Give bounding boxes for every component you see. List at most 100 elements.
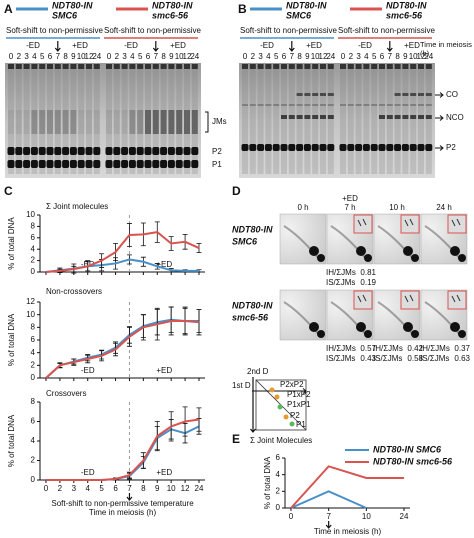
band bbox=[264, 144, 272, 151]
diagram-spot bbox=[283, 414, 289, 420]
lane-label: 4 bbox=[266, 52, 271, 61]
lane-label: 2 bbox=[251, 52, 256, 61]
lane-label: 4 bbox=[130, 52, 135, 61]
chart-title: Crossovers bbox=[46, 389, 86, 398]
series-line bbox=[45, 231, 200, 273]
arrow bbox=[54, 41, 61, 52]
band bbox=[54, 147, 62, 155]
band bbox=[249, 144, 257, 151]
band bbox=[409, 144, 417, 151]
ih-value: 0.57 bbox=[360, 344, 376, 353]
y-tick-label: 0 bbox=[276, 503, 281, 512]
lane-label: 0 bbox=[107, 52, 112, 61]
well bbox=[347, 64, 354, 69]
well bbox=[160, 64, 167, 69]
lane-label: 5 bbox=[372, 52, 377, 61]
band bbox=[15, 160, 23, 168]
treatment-label: +ED bbox=[170, 41, 186, 50]
band bbox=[69, 147, 77, 155]
arc bbox=[424, 225, 462, 261]
well bbox=[402, 64, 409, 69]
annotation: +ED bbox=[156, 468, 172, 477]
band-label: P1 bbox=[212, 160, 222, 169]
is-value: 0.58 bbox=[407, 354, 423, 363]
lane bbox=[62, 64, 69, 174]
well bbox=[379, 64, 385, 69]
y-tick-label: 8 bbox=[31, 322, 36, 331]
band bbox=[85, 160, 93, 168]
band bbox=[304, 115, 311, 119]
lane bbox=[54, 64, 61, 174]
lane-label: 8 bbox=[395, 52, 400, 61]
band bbox=[347, 144, 355, 151]
lane-label: 3 bbox=[356, 52, 361, 61]
well bbox=[93, 64, 100, 69]
column-label: 24 h bbox=[436, 203, 452, 212]
axis-name: 2nd D bbox=[247, 367, 269, 376]
band bbox=[242, 104, 248, 106]
band bbox=[281, 115, 287, 119]
well bbox=[312, 64, 319, 69]
lane bbox=[340, 64, 346, 174]
lane-label: 7 bbox=[290, 52, 295, 61]
band bbox=[23, 160, 31, 168]
band bbox=[46, 147, 54, 155]
lane-label: 9 bbox=[71, 52, 76, 61]
y-axis-label: % of total DNA bbox=[7, 414, 16, 467]
spot bbox=[458, 330, 466, 338]
band bbox=[152, 160, 160, 168]
lane bbox=[249, 64, 256, 174]
lane-label: 8 bbox=[63, 52, 68, 61]
lane bbox=[355, 64, 362, 174]
spot bbox=[356, 246, 366, 256]
lane-label: 10 bbox=[311, 52, 320, 61]
jm-smear bbox=[39, 110, 46, 134]
band bbox=[371, 104, 378, 106]
lane-label: 9 bbox=[305, 52, 310, 61]
ih-value: 0.81 bbox=[360, 268, 376, 277]
well bbox=[176, 64, 183, 69]
band bbox=[167, 147, 175, 155]
is-label: IS/ΣJMs bbox=[326, 354, 355, 363]
row-label: NDT80-IN bbox=[232, 224, 273, 234]
lane-label: 9 bbox=[403, 52, 408, 61]
arc bbox=[377, 225, 415, 261]
x-tick-label: 0 bbox=[44, 484, 49, 493]
y-tick-label: 0 bbox=[31, 267, 36, 276]
series-line bbox=[45, 318, 199, 379]
lane-label: 4 bbox=[32, 52, 37, 61]
legend-label: SMC6 bbox=[286, 10, 312, 20]
panel-label: D bbox=[232, 184, 241, 198]
lane-label: 10 bbox=[175, 52, 184, 61]
lane bbox=[93, 64, 100, 174]
well bbox=[106, 64, 112, 69]
band bbox=[241, 144, 249, 151]
jm-smear bbox=[137, 110, 144, 134]
shift-label: Soft-shift to non-permissive bbox=[104, 26, 201, 35]
band bbox=[175, 160, 183, 168]
band bbox=[320, 115, 326, 119]
lane-label: 10 bbox=[409, 52, 418, 61]
band bbox=[77, 147, 85, 155]
band bbox=[30, 160, 38, 168]
lane-label: 5 bbox=[40, 52, 45, 61]
shift-label: Soft-shift to non-permissive bbox=[338, 26, 435, 35]
chart-title: Σ Joint Molecules bbox=[250, 436, 312, 445]
lane-label: 12 bbox=[417, 52, 426, 61]
lane-label: 2 bbox=[349, 52, 354, 61]
jm-smear bbox=[129, 110, 136, 134]
band bbox=[113, 147, 121, 155]
jm-smear bbox=[15, 110, 22, 134]
band bbox=[425, 115, 432, 119]
spot bbox=[364, 330, 372, 338]
legend-label: NDT80-IN bbox=[52, 0, 93, 10]
band bbox=[160, 147, 168, 155]
x-axis-label: Time in meiosis (h) bbox=[314, 527, 382, 536]
jm-smear bbox=[54, 110, 61, 134]
spot-label: P1 bbox=[296, 420, 306, 429]
diagram-spot bbox=[274, 394, 280, 400]
panel-label: E bbox=[232, 432, 240, 446]
arrow bbox=[288, 41, 295, 52]
legend-label: NDT80-IN bbox=[386, 0, 427, 10]
